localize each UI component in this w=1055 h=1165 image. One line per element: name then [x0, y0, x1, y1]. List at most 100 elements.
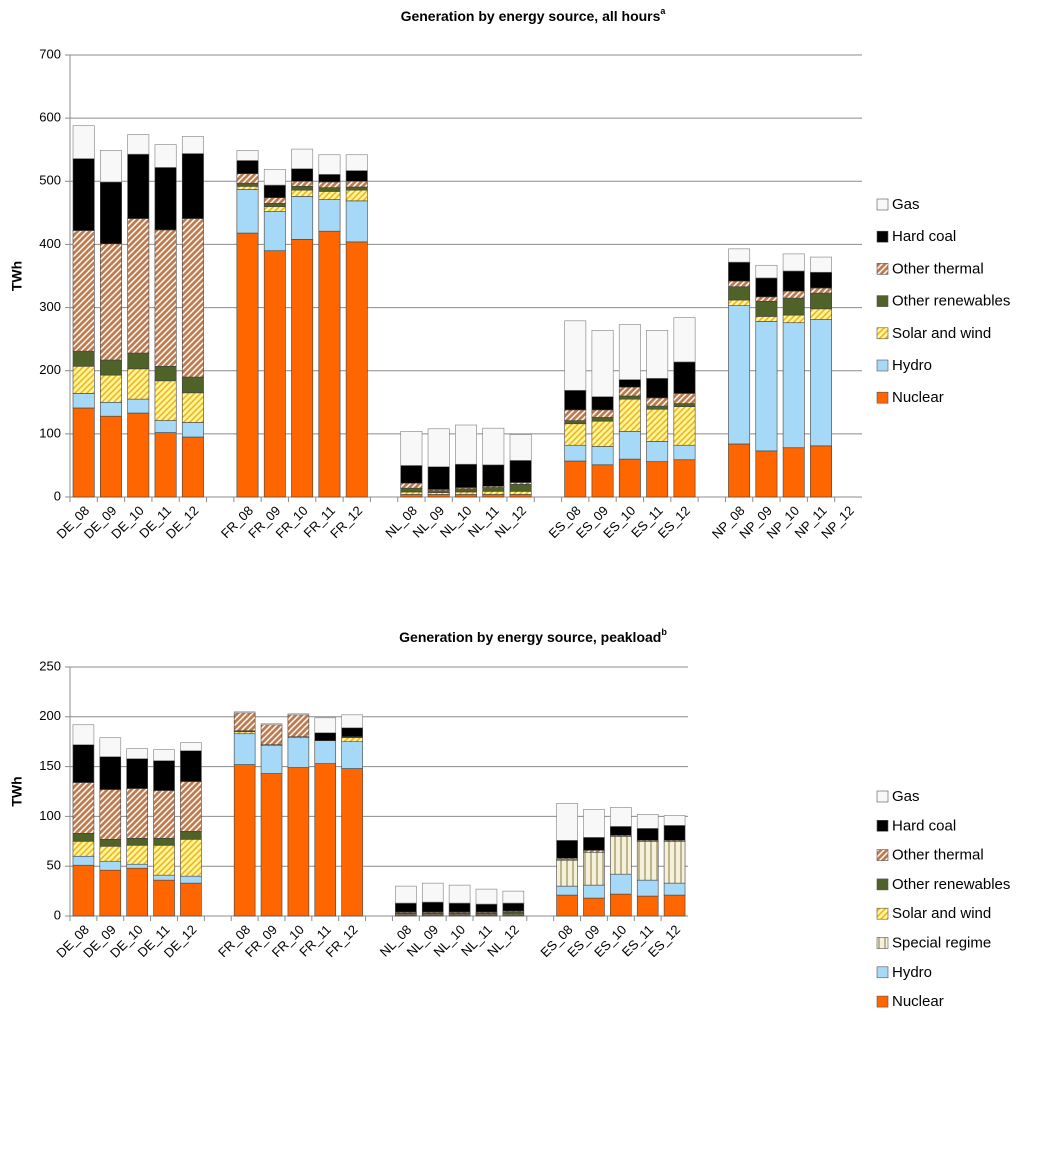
chart-title: Generation by energy source, peakloadb — [399, 627, 667, 644]
bar-segment — [591, 464, 614, 498]
bar-segment — [126, 844, 148, 865]
bar-segment — [345, 154, 368, 171]
bar-segment — [755, 316, 778, 322]
bar-segment — [482, 427, 505, 466]
y-tick-label: 300 — [39, 299, 61, 314]
bar-segment — [341, 741, 363, 769]
bar-segment — [127, 153, 150, 219]
chart-title-note: a — [660, 6, 666, 16]
bar-segment — [99, 869, 122, 917]
bar-segment — [153, 838, 175, 846]
bar-segment — [618, 379, 641, 388]
bar-segment — [287, 713, 310, 716]
bar-segment — [263, 184, 286, 199]
bar-segment — [318, 154, 341, 175]
bar-segment — [153, 844, 175, 876]
bar-segment — [646, 377, 669, 399]
bar-segment — [72, 744, 95, 783]
bar-segment — [583, 851, 605, 886]
bar-segment — [395, 902, 417, 913]
y-tick-label: 250 — [39, 658, 61, 673]
bar-segment — [482, 464, 505, 487]
bar-segment — [99, 789, 122, 840]
x-tick-label: NL_10 — [437, 503, 475, 541]
bar-segment — [291, 239, 314, 498]
bar-segment — [72, 724, 95, 745]
bar-segment — [755, 450, 778, 498]
bar-segment — [564, 423, 587, 446]
bar-segment — [400, 431, 423, 466]
bar-segment — [154, 365, 177, 382]
bar-segment — [728, 261, 751, 282]
bar-segment — [127, 352, 150, 370]
bar-segment — [610, 826, 632, 836]
bar-segment — [127, 218, 150, 354]
bar-segment — [448, 902, 471, 913]
bar-segment — [126, 863, 148, 869]
bar-segment — [127, 412, 150, 498]
bar-segment — [345, 186, 368, 191]
bar-segment — [583, 884, 605, 899]
bar-segment — [755, 300, 778, 317]
bar-segment — [475, 888, 498, 905]
bar-segment — [583, 897, 605, 917]
bar-segment — [427, 466, 450, 490]
bar-segment — [636, 828, 659, 841]
legend-label: Solar and wind — [892, 325, 991, 342]
bar-segment — [154, 420, 177, 433]
legend-label: Gas — [892, 788, 920, 805]
bar-segment — [646, 441, 669, 462]
bar-segment — [314, 732, 337, 742]
bar-segment — [72, 840, 95, 857]
bar-segment — [318, 230, 341, 498]
bar-segment — [646, 461, 669, 498]
bar-segment — [636, 840, 659, 881]
bar-segment — [341, 737, 363, 743]
legend-swatch — [876, 790, 889, 803]
bar-segment — [345, 180, 368, 188]
bar-segment — [475, 903, 498, 913]
bar-segment — [591, 446, 614, 466]
y-tick-label: 200 — [39, 362, 61, 377]
bar-segment — [236, 182, 259, 187]
bar-segment — [233, 711, 256, 714]
bar-segment — [181, 436, 204, 498]
bar-segment — [180, 882, 202, 917]
bar-segment — [72, 864, 95, 917]
bar-segment — [72, 393, 95, 409]
bar-segment — [421, 901, 444, 913]
bar-segment — [395, 885, 417, 904]
bar-segment — [455, 491, 477, 495]
bar-segment — [448, 884, 471, 904]
bar-segment — [318, 181, 341, 188]
bar-segment — [181, 422, 204, 438]
legend-swatch — [876, 907, 889, 920]
bar-segment — [291, 189, 314, 197]
bar-segment — [646, 330, 669, 379]
y-tick-label: 150 — [39, 758, 61, 773]
chart-title-text: Generation by energy source, peakload — [399, 629, 661, 645]
legend-swatch — [876, 849, 889, 861]
bar-segment — [236, 160, 259, 175]
legend-swatch — [876, 391, 889, 404]
bar-segment — [181, 218, 204, 378]
legend-label: Gas — [892, 196, 920, 213]
bar-segment — [153, 879, 175, 917]
bar-segment — [618, 324, 641, 380]
bar-segment — [287, 767, 310, 917]
x-tick-label: NL_12 — [491, 503, 529, 541]
bar-segment — [673, 393, 696, 404]
legend-label: Other renewables — [892, 293, 1010, 310]
bar-segment — [618, 458, 641, 498]
bar-segment — [583, 837, 605, 851]
bar-segment — [810, 319, 832, 447]
bar-segment — [318, 187, 341, 192]
bar-segment — [618, 395, 641, 400]
bar-segment — [180, 781, 202, 832]
bar-segment — [260, 773, 283, 917]
bar-segment — [564, 320, 587, 391]
bar-segment — [100, 374, 122, 403]
legend-swatch — [876, 327, 889, 340]
bar-segment — [482, 491, 505, 495]
bar-segment — [455, 488, 477, 493]
